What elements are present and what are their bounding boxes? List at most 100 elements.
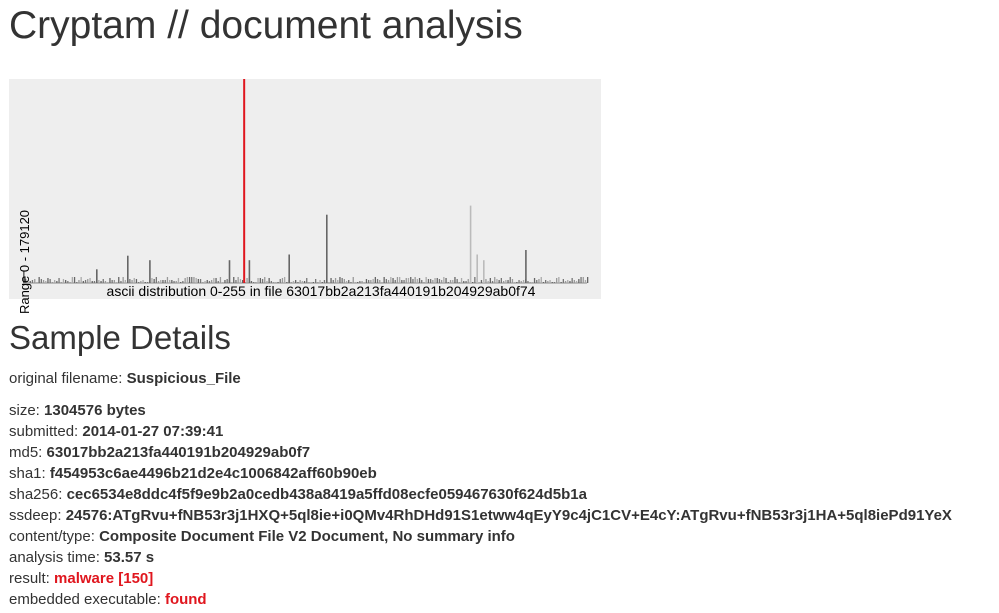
chart-bar bbox=[281, 278, 284, 283]
chart-bar bbox=[29, 281, 31, 283]
chart-bar bbox=[261, 279, 264, 283]
chart-bar-spike bbox=[149, 260, 151, 283]
chart-bar bbox=[376, 279, 379, 283]
chart-bar bbox=[222, 282, 224, 283]
chart-bar bbox=[414, 277, 416, 283]
chart-bar bbox=[36, 282, 38, 283]
chart-bar bbox=[144, 282, 146, 283]
chart-bar bbox=[237, 277, 239, 283]
chart-bar bbox=[31, 280, 34, 283]
chart-bar bbox=[527, 281, 529, 283]
chart-bar bbox=[131, 280, 133, 283]
chart-bar bbox=[171, 280, 173, 283]
chart-bar bbox=[268, 278, 270, 283]
detail-value: 24576:ATgRvu+fNB53r3j1HXQ+5ql8ie+i0QMv4R… bbox=[65, 507, 952, 524]
chart-bar bbox=[332, 280, 334, 283]
chart-bar bbox=[412, 279, 414, 283]
chart-bar bbox=[418, 278, 421, 283]
chart-bar-spike bbox=[469, 205, 472, 283]
chart-bar bbox=[496, 279, 498, 283]
chart-bar bbox=[297, 282, 299, 283]
result-value: malware [150] bbox=[54, 570, 154, 587]
page-title: Cryptam // document analysis bbox=[9, 4, 523, 47]
detail-size: size: 1304576 bytes bbox=[9, 400, 994, 421]
chart-bar bbox=[434, 278, 436, 283]
detail-md5: md5: 63017bb2a213fa440191b204929ab0f7 bbox=[9, 442, 994, 463]
detail-label: analysis time: bbox=[9, 549, 100, 566]
chart-bar bbox=[160, 280, 162, 283]
chart-bar bbox=[284, 277, 286, 283]
chart-bar bbox=[191, 277, 193, 283]
chart-bar bbox=[454, 277, 456, 283]
chart-bar bbox=[390, 277, 392, 283]
chart-bar bbox=[368, 280, 370, 283]
chart-bar bbox=[421, 280, 423, 283]
chart-bar bbox=[164, 280, 166, 283]
chart-bar bbox=[487, 281, 489, 283]
chart-bar bbox=[529, 282, 531, 283]
chart-bar bbox=[319, 280, 321, 283]
chart-bar bbox=[133, 278, 135, 283]
chart-bar bbox=[584, 280, 587, 283]
chart-bar bbox=[98, 280, 100, 283]
chart-bar bbox=[564, 281, 567, 283]
chart-bar bbox=[71, 277, 73, 283]
detail-value: 2014-01-27 07:39:41 bbox=[82, 423, 224, 440]
chart-bar bbox=[246, 278, 248, 283]
chart-bar bbox=[341, 278, 343, 283]
chart-bar-spike bbox=[288, 254, 290, 283]
chart-bar bbox=[582, 277, 584, 283]
chart-bar bbox=[350, 282, 352, 283]
detail-original-filename: original filename: Suspicious_File bbox=[9, 368, 994, 389]
chart-bar bbox=[556, 278, 558, 283]
chart-bar bbox=[266, 281, 268, 283]
chart-bar-spike bbox=[326, 214, 328, 283]
chart-bar bbox=[545, 280, 547, 283]
chart-bar bbox=[573, 280, 575, 283]
chart-bar bbox=[142, 280, 144, 283]
chart-bar bbox=[157, 281, 160, 283]
chart-bar bbox=[491, 281, 494, 283]
chart-bar bbox=[299, 280, 301, 283]
chart-bar bbox=[242, 280, 244, 283]
chart-bar bbox=[226, 279, 228, 283]
chart-bar bbox=[467, 279, 469, 283]
chart-bar bbox=[383, 277, 385, 283]
chart-bar bbox=[361, 281, 363, 283]
chart-bar bbox=[27, 282, 29, 283]
chart-bar bbox=[73, 277, 76, 283]
chart-bar bbox=[578, 279, 580, 283]
detail-ssdeep: ssdeep: 24576:ATgRvu+fNB53r3j1HXQ+5ql8ie… bbox=[9, 505, 994, 526]
chart-bar bbox=[115, 282, 118, 283]
chart-bar bbox=[580, 277, 582, 283]
chart-bar bbox=[509, 277, 511, 283]
chart-bar bbox=[206, 280, 208, 283]
chart-bar-spike bbox=[476, 254, 478, 283]
chart-bar bbox=[323, 280, 326, 283]
chart-bar bbox=[60, 282, 62, 283]
chart-bar-spike bbox=[483, 260, 485, 283]
chart-bar bbox=[558, 277, 560, 283]
chart-bar-spike bbox=[228, 260, 231, 283]
chart-bar bbox=[100, 281, 102, 283]
chart-bar bbox=[463, 281, 465, 283]
chart-bar bbox=[257, 278, 259, 283]
chart-bar bbox=[40, 279, 42, 283]
chart-bar bbox=[569, 281, 571, 283]
chart-bar bbox=[25, 279, 27, 283]
chart-bar bbox=[76, 282, 78, 283]
chart-bar bbox=[399, 277, 401, 283]
detail-analysis-time: analysis time: 53.57 s bbox=[9, 547, 994, 568]
chart-bar bbox=[575, 281, 578, 283]
chart-bar bbox=[62, 279, 65, 283]
chart-bar bbox=[449, 280, 452, 283]
chart-bar bbox=[253, 282, 255, 283]
chart-bar bbox=[47, 278, 49, 283]
embedded-executable-value: found bbox=[164, 591, 207, 608]
chart-bar bbox=[394, 280, 396, 283]
chart-bar bbox=[49, 279, 51, 283]
detail-label: embedded executable: bbox=[9, 591, 161, 608]
chart-bar-spike bbox=[96, 269, 98, 283]
chart-bar bbox=[370, 280, 372, 283]
chart-bar bbox=[80, 277, 82, 283]
